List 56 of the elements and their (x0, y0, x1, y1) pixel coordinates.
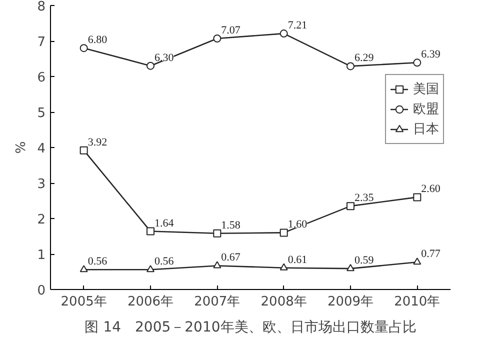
point (280, 228, 288, 237)
point (413, 258, 422, 265)
data-label: 0.61 (288, 254, 308, 266)
point (146, 265, 154, 272)
point (280, 30, 288, 38)
data-label: 2.35 (354, 192, 374, 204)
legend-label: 欧盟 (413, 101, 439, 118)
point (80, 265, 88, 272)
point (413, 193, 422, 202)
point (346, 264, 354, 272)
data-label: 7.21 (288, 20, 308, 32)
point (413, 58, 422, 67)
point (213, 229, 222, 238)
legend-label: 美国 (413, 81, 439, 98)
x-tick-label: 2007年 (194, 294, 240, 310)
x-tick-label: 2005年 (60, 294, 107, 310)
data-label: 3.92 (88, 136, 108, 148)
point (80, 146, 88, 154)
data-label: 0.59 (354, 254, 374, 267)
data-label: 0.67 (221, 252, 241, 264)
data-label: 6.29 (354, 52, 374, 64)
data-label: 6.30 (154, 52, 174, 64)
y-tick-label: 2 (37, 212, 46, 228)
x-tick-label: 2006年 (127, 294, 174, 310)
x-tick-label: 2010年 (394, 294, 440, 310)
y-tick-label: 5 (37, 106, 46, 121)
data-label: 1.60 (288, 218, 308, 231)
point (146, 62, 154, 70)
x-tick-label: 2008年 (260, 294, 307, 310)
y-tick-label: 3 (37, 177, 46, 192)
point (80, 44, 88, 52)
data-label: 0.56 (154, 256, 174, 268)
data-label: 6.39 (421, 48, 441, 61)
y-axis-title: % (14, 141, 30, 154)
y-tick-label: 4 (37, 142, 46, 156)
x-tick-label: 2009年 (327, 294, 374, 310)
y-tick-label: 1 (37, 248, 46, 263)
y-tick-label: 6 (37, 70, 46, 86)
y-tick-label: 8 (37, 0, 46, 14)
point (346, 202, 354, 210)
data-label: 0.56 (88, 256, 108, 268)
data-label: 0.77 (421, 248, 441, 260)
data-label: 1.58 (221, 219, 241, 232)
legend-label: 日本 (413, 121, 439, 138)
data-label: 6.80 (88, 34, 108, 46)
data-label: 1.64 (154, 217, 174, 230)
data-label: 2.60 (421, 183, 441, 196)
point (280, 263, 288, 270)
data-label: 7.07 (221, 24, 241, 37)
point (213, 261, 222, 268)
point (346, 62, 354, 70)
y-tick-label: 0 (37, 284, 46, 298)
y-tick-label: 7 (37, 35, 46, 50)
point (146, 227, 154, 236)
point (213, 34, 222, 43)
text: 图 14 2005－2010年美、欧、日市场出口数量占比 (84, 320, 416, 336)
